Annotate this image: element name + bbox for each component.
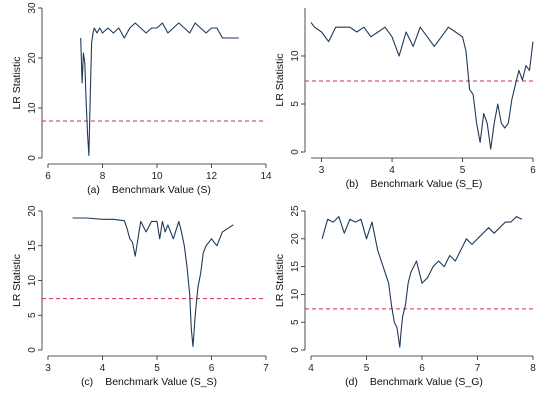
series-line xyxy=(72,217,234,348)
panel-b: 3 4 5 6 0 5 10 LR Statistic (b) Benchmark Value (… xyxy=(274,8,536,190)
panel-letter: (a) xyxy=(87,184,100,196)
x-tick-label: 12 xyxy=(206,171,218,182)
y-tick-label: 20 xyxy=(27,52,38,64)
x-tick-label: 3 xyxy=(319,165,325,176)
y-tick-label: 5 xyxy=(290,101,301,107)
y-tick-label: 5 xyxy=(290,319,301,325)
y-axis-title: LR Statistic xyxy=(274,254,286,307)
y-tick-label: 15 xyxy=(27,240,38,252)
panel-c: 3 4 5 6 7 0 5 10 15 20 LR Statistic (c) Benchmark Va… xyxy=(11,205,269,388)
y-tick-label: 20 xyxy=(290,233,301,245)
y-tick-label: 0 xyxy=(290,149,301,155)
series-line xyxy=(321,216,523,348)
y-axis-title: LR Statistic xyxy=(11,56,23,109)
panel-letter: (d) xyxy=(345,376,358,388)
x-tick-label: 5 xyxy=(460,165,466,176)
panel-caption: (b) Benchmark Value (S_E) xyxy=(346,178,483,190)
series-line xyxy=(80,22,239,157)
x-tick-label: 8 xyxy=(100,171,106,182)
panel-d: 4 5 6 7 8 0 5 10 15 20 25 LR Statistic (d) Benchmark … xyxy=(274,205,536,388)
y-tick-label: 10 xyxy=(290,288,301,300)
y-tick-label: 10 xyxy=(27,102,38,114)
y-tick-label: 0 xyxy=(290,347,301,353)
y-axis-title: LR Statistic xyxy=(11,254,23,307)
x-tick-label: 7 xyxy=(475,363,481,374)
x-tick-label: 10 xyxy=(151,171,163,182)
x-axis-title: Benchmark Value (S_E) xyxy=(370,178,482,190)
y-tick-label: 0 xyxy=(27,347,38,353)
x-tick-label: 8 xyxy=(530,363,536,374)
panel-caption: (d) Benchmark Value (S_G) xyxy=(345,376,483,388)
y-tick-label: 15 xyxy=(290,261,301,273)
x-tick-label: 6 xyxy=(530,165,536,176)
y-axis-title: LR Statistic xyxy=(274,53,286,106)
x-tick-label: 4 xyxy=(100,363,106,374)
x-tick-label: 5 xyxy=(364,363,370,374)
panel-caption: (c) Benchmark Value (S_S) xyxy=(81,376,217,388)
x-tick-label: 6 xyxy=(209,363,215,374)
x-axis-title: Benchmark Value (S_S) xyxy=(105,376,217,388)
x-tick-label: 6 xyxy=(419,363,425,374)
panel-letter: (b) xyxy=(346,178,359,190)
y-tick-label: 10 xyxy=(27,275,38,287)
x-tick-label: 3 xyxy=(45,363,51,374)
y-tick-label: 0 xyxy=(27,155,38,161)
panel-caption: (a) Benchmark Value (S) xyxy=(87,184,211,196)
y-tick-label: 30 xyxy=(27,2,38,14)
x-tick-label: 5 xyxy=(154,363,160,374)
series-line xyxy=(310,22,534,150)
panel-a: 6 8 10 12 14 0 10 20 30 LR Statistic (a) Benchmark … xyxy=(11,2,272,196)
panel-letter: (c) xyxy=(81,376,93,388)
y-tick-label: 20 xyxy=(27,205,38,217)
x-tick-label: 14 xyxy=(260,171,272,182)
x-tick-label: 6 xyxy=(45,171,51,182)
y-tick-label: 25 xyxy=(290,205,301,217)
y-tick-label: 5 xyxy=(27,312,38,318)
x-tick-label: 4 xyxy=(308,363,314,374)
x-axis-title: Benchmark Value (S) xyxy=(112,184,211,196)
x-tick-label: 4 xyxy=(389,165,395,176)
x-axis-title: Benchmark Value (S_G) xyxy=(370,376,483,388)
y-tick-label: 10 xyxy=(290,50,301,62)
x-tick-label: 7 xyxy=(263,363,269,374)
